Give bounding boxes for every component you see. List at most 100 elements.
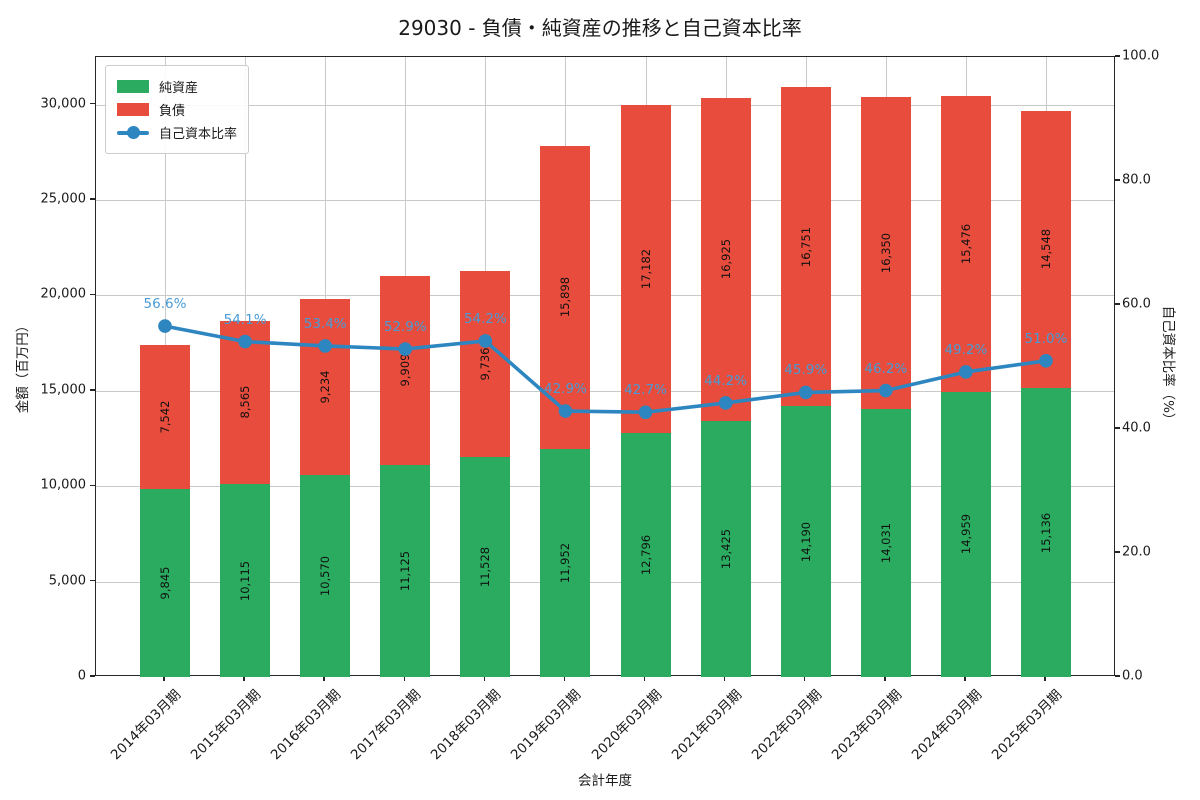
legend-label-equity-ratio: 自己資本比率 <box>159 127 238 142</box>
x-tick-label: 2018年03月期 <box>428 686 505 764</box>
bar-liabilities <box>460 271 511 458</box>
x-tick <box>964 676 966 681</box>
bar-net-assets <box>140 489 190 677</box>
y-tick-left <box>90 389 95 391</box>
equity-ratio-value-label: 45.9% <box>784 362 828 379</box>
y-tick-label-left: 10,000 <box>40 477 87 493</box>
bar-net-assets <box>460 457 511 677</box>
bar-net-assets <box>860 409 911 677</box>
bar-liabilities <box>700 98 751 421</box>
bar-net-assets <box>380 464 431 677</box>
chart-title: 29030 - 負債・純資産の推移と自己資本比率 <box>398 16 802 40</box>
legend-line-marker <box>126 126 140 139</box>
y-tick-left <box>90 102 95 105</box>
bar-net-assets <box>300 475 351 677</box>
equity-ratio-marker <box>959 365 973 379</box>
equity-ratio-marker <box>638 405 653 420</box>
x-tick <box>243 676 245 681</box>
y-tick-label-left: 30,000 <box>40 96 87 112</box>
y-tick-right <box>1115 427 1120 429</box>
y-tick-left <box>90 198 95 200</box>
gridline-horizontal <box>96 486 1114 488</box>
x-tick <box>163 676 165 681</box>
equity-ratio-value-label: 49.2% <box>944 341 988 358</box>
y-tick-left <box>90 675 95 677</box>
x-tick <box>323 676 325 681</box>
y-tick-left <box>90 484 95 486</box>
x-axis-label: 会計年度 <box>578 773 632 789</box>
y-tick-label-left: 20,000 <box>40 286 87 302</box>
plot-area: 純資産 負債 自己資本比率 9,845 7,542 10,115 8,565 10,57… <box>95 56 1115 677</box>
equity-ratio-marker <box>879 383 893 398</box>
y-tick-left <box>90 293 95 296</box>
bar-net-assets <box>700 420 751 677</box>
equity-ratio-marker <box>398 342 413 356</box>
y-tick-label-right: 40.0 <box>1122 420 1151 436</box>
y-tick-label-right: 80.0 <box>1122 172 1151 188</box>
x-tick <box>1044 676 1046 681</box>
equity-ratio-marker <box>318 339 332 353</box>
bar-liabilities <box>300 299 351 476</box>
equity-ratio-value-label: 44.2% <box>704 372 748 389</box>
equity-ratio-marker <box>478 334 493 348</box>
net-assets-swatch <box>117 80 149 93</box>
equity-ratio-line <box>158 319 1053 420</box>
equity-ratio-value-label: 52.9% <box>383 319 427 336</box>
y-tick-label-right: 20.0 <box>1122 544 1151 560</box>
equity-ratio-marker <box>238 334 252 349</box>
legend-item-equity-ratio: 自己資本比率 <box>117 123 237 142</box>
x-tick-label: 2017年03月期 <box>348 686 425 764</box>
x-tick <box>804 676 806 681</box>
x-tick-label: 2016年03月期 <box>267 686 345 764</box>
equity-ratio-marker <box>1039 354 1053 368</box>
x-tick <box>884 676 886 681</box>
y-tick-label-right: 0.0 <box>1122 668 1143 684</box>
x-tick <box>643 676 646 681</box>
legend-item-liabilities: 負債 <box>117 100 237 119</box>
equity-ratio-marker <box>158 319 172 333</box>
y-tick-right <box>1115 55 1120 57</box>
x-tick-label: 2015年03月期 <box>187 686 265 764</box>
bar-liabilities <box>780 86 831 407</box>
bar-net-assets <box>220 484 271 677</box>
y-tick-label-left: 25,000 <box>40 191 87 207</box>
equity-ratio-value-label: 42.9% <box>543 381 587 398</box>
bar-liabilities <box>380 275 431 465</box>
gridline-horizontal <box>96 390 1114 392</box>
y-tick-right <box>1115 675 1120 677</box>
x-tick <box>483 676 486 681</box>
equity-ratio-line-swatch <box>117 126 149 139</box>
equity-ratio-polyline <box>164 324 1047 415</box>
x-tick-label: 2020年03月期 <box>588 686 665 764</box>
equity-ratio-marker <box>558 404 573 418</box>
bar-liabilities <box>620 105 671 433</box>
gridline-horizontal <box>96 104 1114 106</box>
y-tick-right <box>1115 551 1120 553</box>
equity-ratio-value-label: 46.2% <box>864 360 908 377</box>
equity-ratio-value-label: 51.0% <box>1024 330 1068 347</box>
x-tick-label: 2024年03月期 <box>908 686 986 764</box>
x-tick-label: 2025年03月期 <box>988 686 1066 764</box>
y-axis-label-left: 金額（百万円） <box>15 318 31 414</box>
equity-ratio-value-label: 42.7% <box>624 382 667 399</box>
bar-liabilities <box>1020 110 1071 389</box>
legend: 純資産 負債 自己資本比率 <box>105 65 250 154</box>
liabilities-swatch <box>117 103 149 116</box>
equity-ratio-value-label: 54.2% <box>463 310 507 327</box>
y-tick-label-right: 100.0 <box>1122 48 1160 64</box>
equity-ratio-value-label: 54.1% <box>223 311 267 328</box>
y-tick-label-right: 60.0 <box>1122 296 1151 312</box>
y-tick-left <box>90 579 95 582</box>
legend-label-net-assets: 純資産 <box>159 81 199 96</box>
x-tick-label: 2022年03月期 <box>748 686 825 764</box>
x-tick-label: 2021年03月期 <box>668 686 745 764</box>
gridline-horizontal <box>96 200 1114 202</box>
equity-ratio-value-label: 56.6% <box>143 296 187 313</box>
equity-ratio-value-label: 53.4% <box>303 315 347 332</box>
y-tick-label-left: 5,000 <box>48 573 86 589</box>
x-tick-label: 2014年03月期 <box>107 686 185 764</box>
equity-ratio-marker <box>798 385 813 400</box>
gridline-horizontal <box>96 581 1114 583</box>
x-tick-label: 2023年03月期 <box>828 686 905 764</box>
